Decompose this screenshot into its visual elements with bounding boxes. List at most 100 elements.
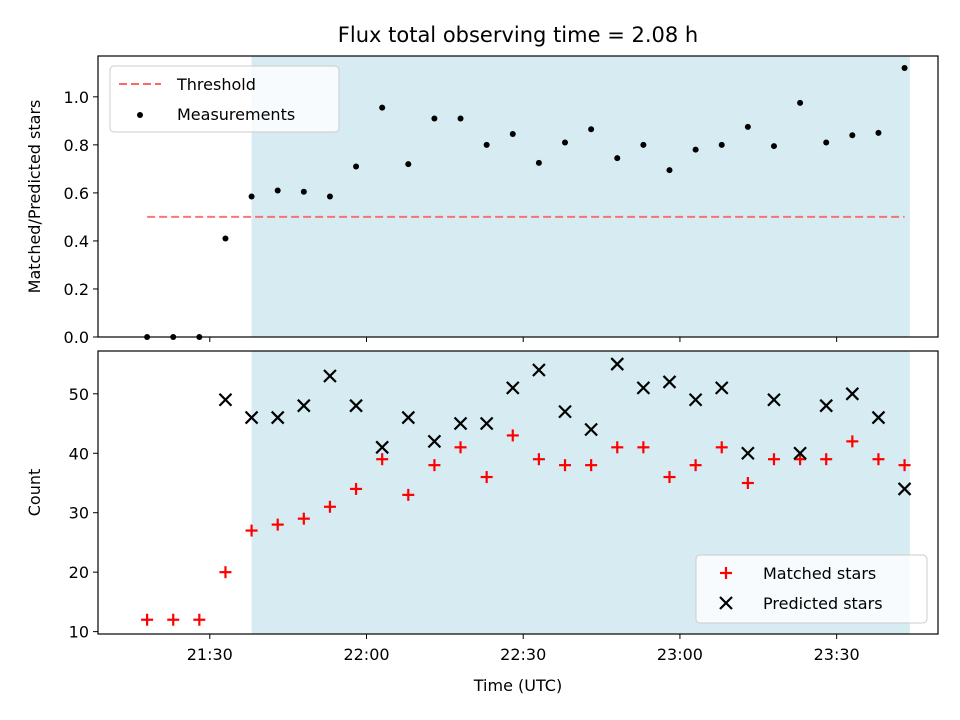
data-point — [741, 446, 755, 461]
y-tick-label: 10 — [69, 623, 89, 642]
data-point — [872, 453, 885, 466]
legend-measurements-label: Measurements — [177, 105, 295, 124]
data-point — [376, 453, 389, 466]
data-point — [715, 441, 728, 454]
data-point — [820, 453, 833, 466]
data-point — [636, 381, 651, 395]
y-axis-label: Matched/Predicted stars — [25, 100, 44, 294]
data-point-b — [270, 410, 285, 425]
data-point-b — [610, 357, 625, 371]
data-point-b — [688, 392, 703, 407]
legend-threshold-label: Threshold — [176, 75, 256, 94]
data-point — [219, 566, 232, 579]
data-point — [898, 459, 911, 472]
data-point — [326, 193, 333, 200]
data-point — [405, 161, 412, 168]
data-point — [244, 410, 259, 425]
legend-predicted-label: Predicted stars — [763, 594, 883, 613]
data-point — [480, 471, 493, 484]
data-point-b — [427, 434, 442, 449]
data-point — [640, 141, 647, 148]
data-point-b — [819, 398, 833, 413]
data-point — [248, 193, 255, 200]
data-point — [297, 512, 310, 525]
data-point — [222, 235, 229, 242]
data-point — [585, 459, 598, 472]
y-tick-label: 0.6 — [64, 184, 89, 203]
y-tick-label: 0.8 — [64, 136, 89, 155]
data-point — [274, 187, 281, 194]
data-point — [871, 410, 886, 425]
y-tick-label: 0.2 — [64, 280, 89, 299]
legend-matched-swatch — [720, 567, 732, 579]
data-point — [614, 155, 621, 162]
y-tick-label: 20 — [69, 563, 89, 582]
data-point — [402, 488, 415, 501]
data-point — [509, 131, 516, 138]
data-point — [532, 453, 545, 466]
legend: Matched stars Predicted stars — [695, 554, 928, 624]
data-point — [271, 518, 284, 531]
data-point — [744, 123, 751, 130]
data-point — [692, 146, 699, 153]
data-point-b — [845, 387, 860, 401]
legend-measurements-swatch — [137, 112, 143, 118]
data-point — [559, 459, 572, 472]
y-tick-label: 30 — [69, 504, 89, 523]
data-point — [323, 369, 337, 383]
data-point — [558, 404, 572, 419]
data-point-b — [871, 410, 886, 425]
data-point — [535, 159, 542, 166]
data-point — [689, 459, 702, 472]
data-point-b — [401, 410, 416, 425]
legend-matched-label: Matched stars — [763, 564, 876, 583]
x-axis-label: Time (UTC) — [473, 676, 562, 695]
plot-frame — [97, 350, 939, 635]
data-point-b — [662, 375, 677, 389]
data-point-b — [636, 381, 651, 395]
data-point — [193, 613, 206, 626]
y-tick-label: 50 — [69, 385, 89, 404]
plot-frame — [97, 55, 939, 338]
data-point — [767, 392, 781, 407]
data-point-b — [897, 482, 912, 496]
data-point — [793, 446, 807, 461]
data-point — [350, 482, 363, 495]
data-point — [875, 129, 882, 136]
data-point — [562, 139, 569, 146]
data-point — [483, 141, 490, 148]
data-point — [663, 471, 676, 484]
data-point-b — [375, 440, 389, 455]
data-point — [897, 482, 912, 496]
x-tick-label: 22:00 — [343, 645, 389, 664]
data-point — [584, 422, 598, 437]
data-point-b — [244, 410, 259, 425]
data-point — [218, 392, 233, 407]
data-point — [901, 65, 908, 72]
data-point — [845, 387, 860, 401]
series-matched-stars — [141, 429, 911, 626]
legend-predicted-swatch — [719, 596, 733, 610]
data-point — [610, 357, 625, 371]
chart-title: Flux total observing time = 2.08 h — [338, 23, 698, 47]
data-point-b — [297, 398, 311, 413]
data-point — [428, 459, 441, 472]
panel-ratio: 0.0 0.2 0.4 0.6 0.8 1.0 Matched/Predicted star… — [25, 23, 939, 347]
data-point — [846, 435, 859, 448]
data-point — [588, 126, 595, 133]
data-point — [323, 500, 336, 513]
data-point-b — [323, 369, 337, 383]
data-point — [375, 440, 389, 455]
data-point — [666, 167, 673, 174]
data-point-b — [479, 416, 494, 431]
data-point — [718, 141, 725, 148]
y-tick-label: 0.4 — [64, 232, 89, 251]
data-point — [505, 381, 520, 395]
data-point — [141, 613, 154, 626]
data-point — [167, 613, 180, 626]
data-point-b — [714, 381, 729, 395]
legend-box — [695, 554, 928, 624]
data-point — [714, 381, 729, 395]
data-point-b — [505, 381, 520, 395]
